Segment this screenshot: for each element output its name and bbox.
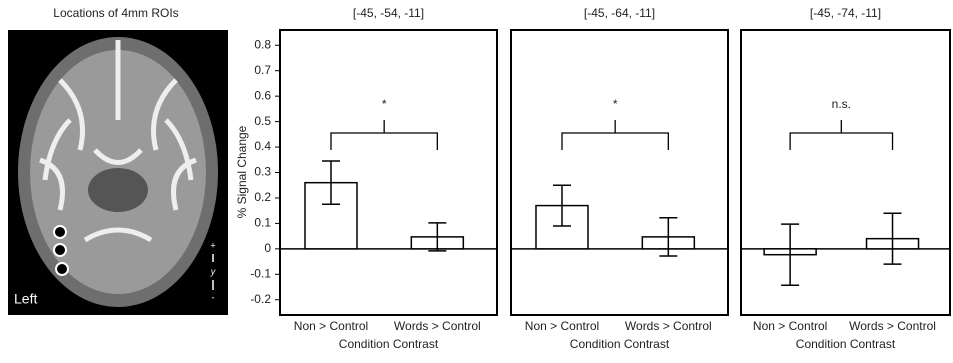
axis-label: y: [210, 266, 216, 276]
side-label: Left: [14, 291, 37, 307]
significance-label: *: [613, 97, 618, 111]
y-tick-label: 0: [264, 241, 271, 255]
x-tick-label: Non > Control: [525, 319, 599, 333]
panel-frame: [511, 30, 728, 315]
x-tick-label: Words > Control: [849, 319, 936, 333]
significance-bracket: [562, 120, 668, 150]
figure: Locations of 4mm ROIs Left + y - [-45, -…: [0, 0, 953, 358]
minus-label: -: [212, 292, 215, 302]
x-tick-label: Words > Control: [625, 319, 712, 333]
y-tick-label: 0.2: [254, 190, 271, 204]
y-tick-label: 0.4: [254, 139, 271, 153]
y-tick-label: 0.7: [254, 63, 271, 77]
x-tick-label: Words > Control: [394, 319, 481, 333]
image-title: Locations of 4mm ROIs: [53, 6, 178, 20]
x-tick-label: Non > Control: [294, 319, 368, 333]
significance-label: n.s.: [832, 97, 851, 111]
x-axis-label: Condition Contrast: [570, 337, 670, 351]
brain-image: [8, 30, 228, 315]
x-tick-label: Non > Control: [753, 319, 827, 333]
y-tick-label: 0.3: [254, 165, 271, 179]
panel-title: [-45, -74, -11]: [810, 6, 881, 20]
y-tick-label: 0.6: [254, 88, 271, 102]
y-axis-label: % Signal Change: [235, 125, 249, 218]
panel-title: [-45, -64, -11]: [584, 6, 655, 20]
y-tick-label: 0.5: [254, 114, 271, 128]
y-tick-label: -0.2: [250, 292, 271, 306]
plus-label: +: [210, 240, 215, 250]
panel-frame: [741, 30, 950, 315]
x-axis-label: Condition Contrast: [339, 337, 439, 351]
significance-bracket: [790, 120, 892, 150]
y-tick-label: 0.8: [254, 37, 271, 51]
panel-frame: [280, 30, 497, 315]
y-tick-label: -0.1: [250, 266, 271, 280]
significance-label: *: [382, 97, 387, 111]
panel-title: [-45, -54, -11]: [353, 6, 424, 20]
significance-bracket: [331, 120, 437, 150]
y-tick-label: 0.1: [254, 216, 271, 230]
x-axis-label: Condition Contrast: [796, 337, 896, 351]
